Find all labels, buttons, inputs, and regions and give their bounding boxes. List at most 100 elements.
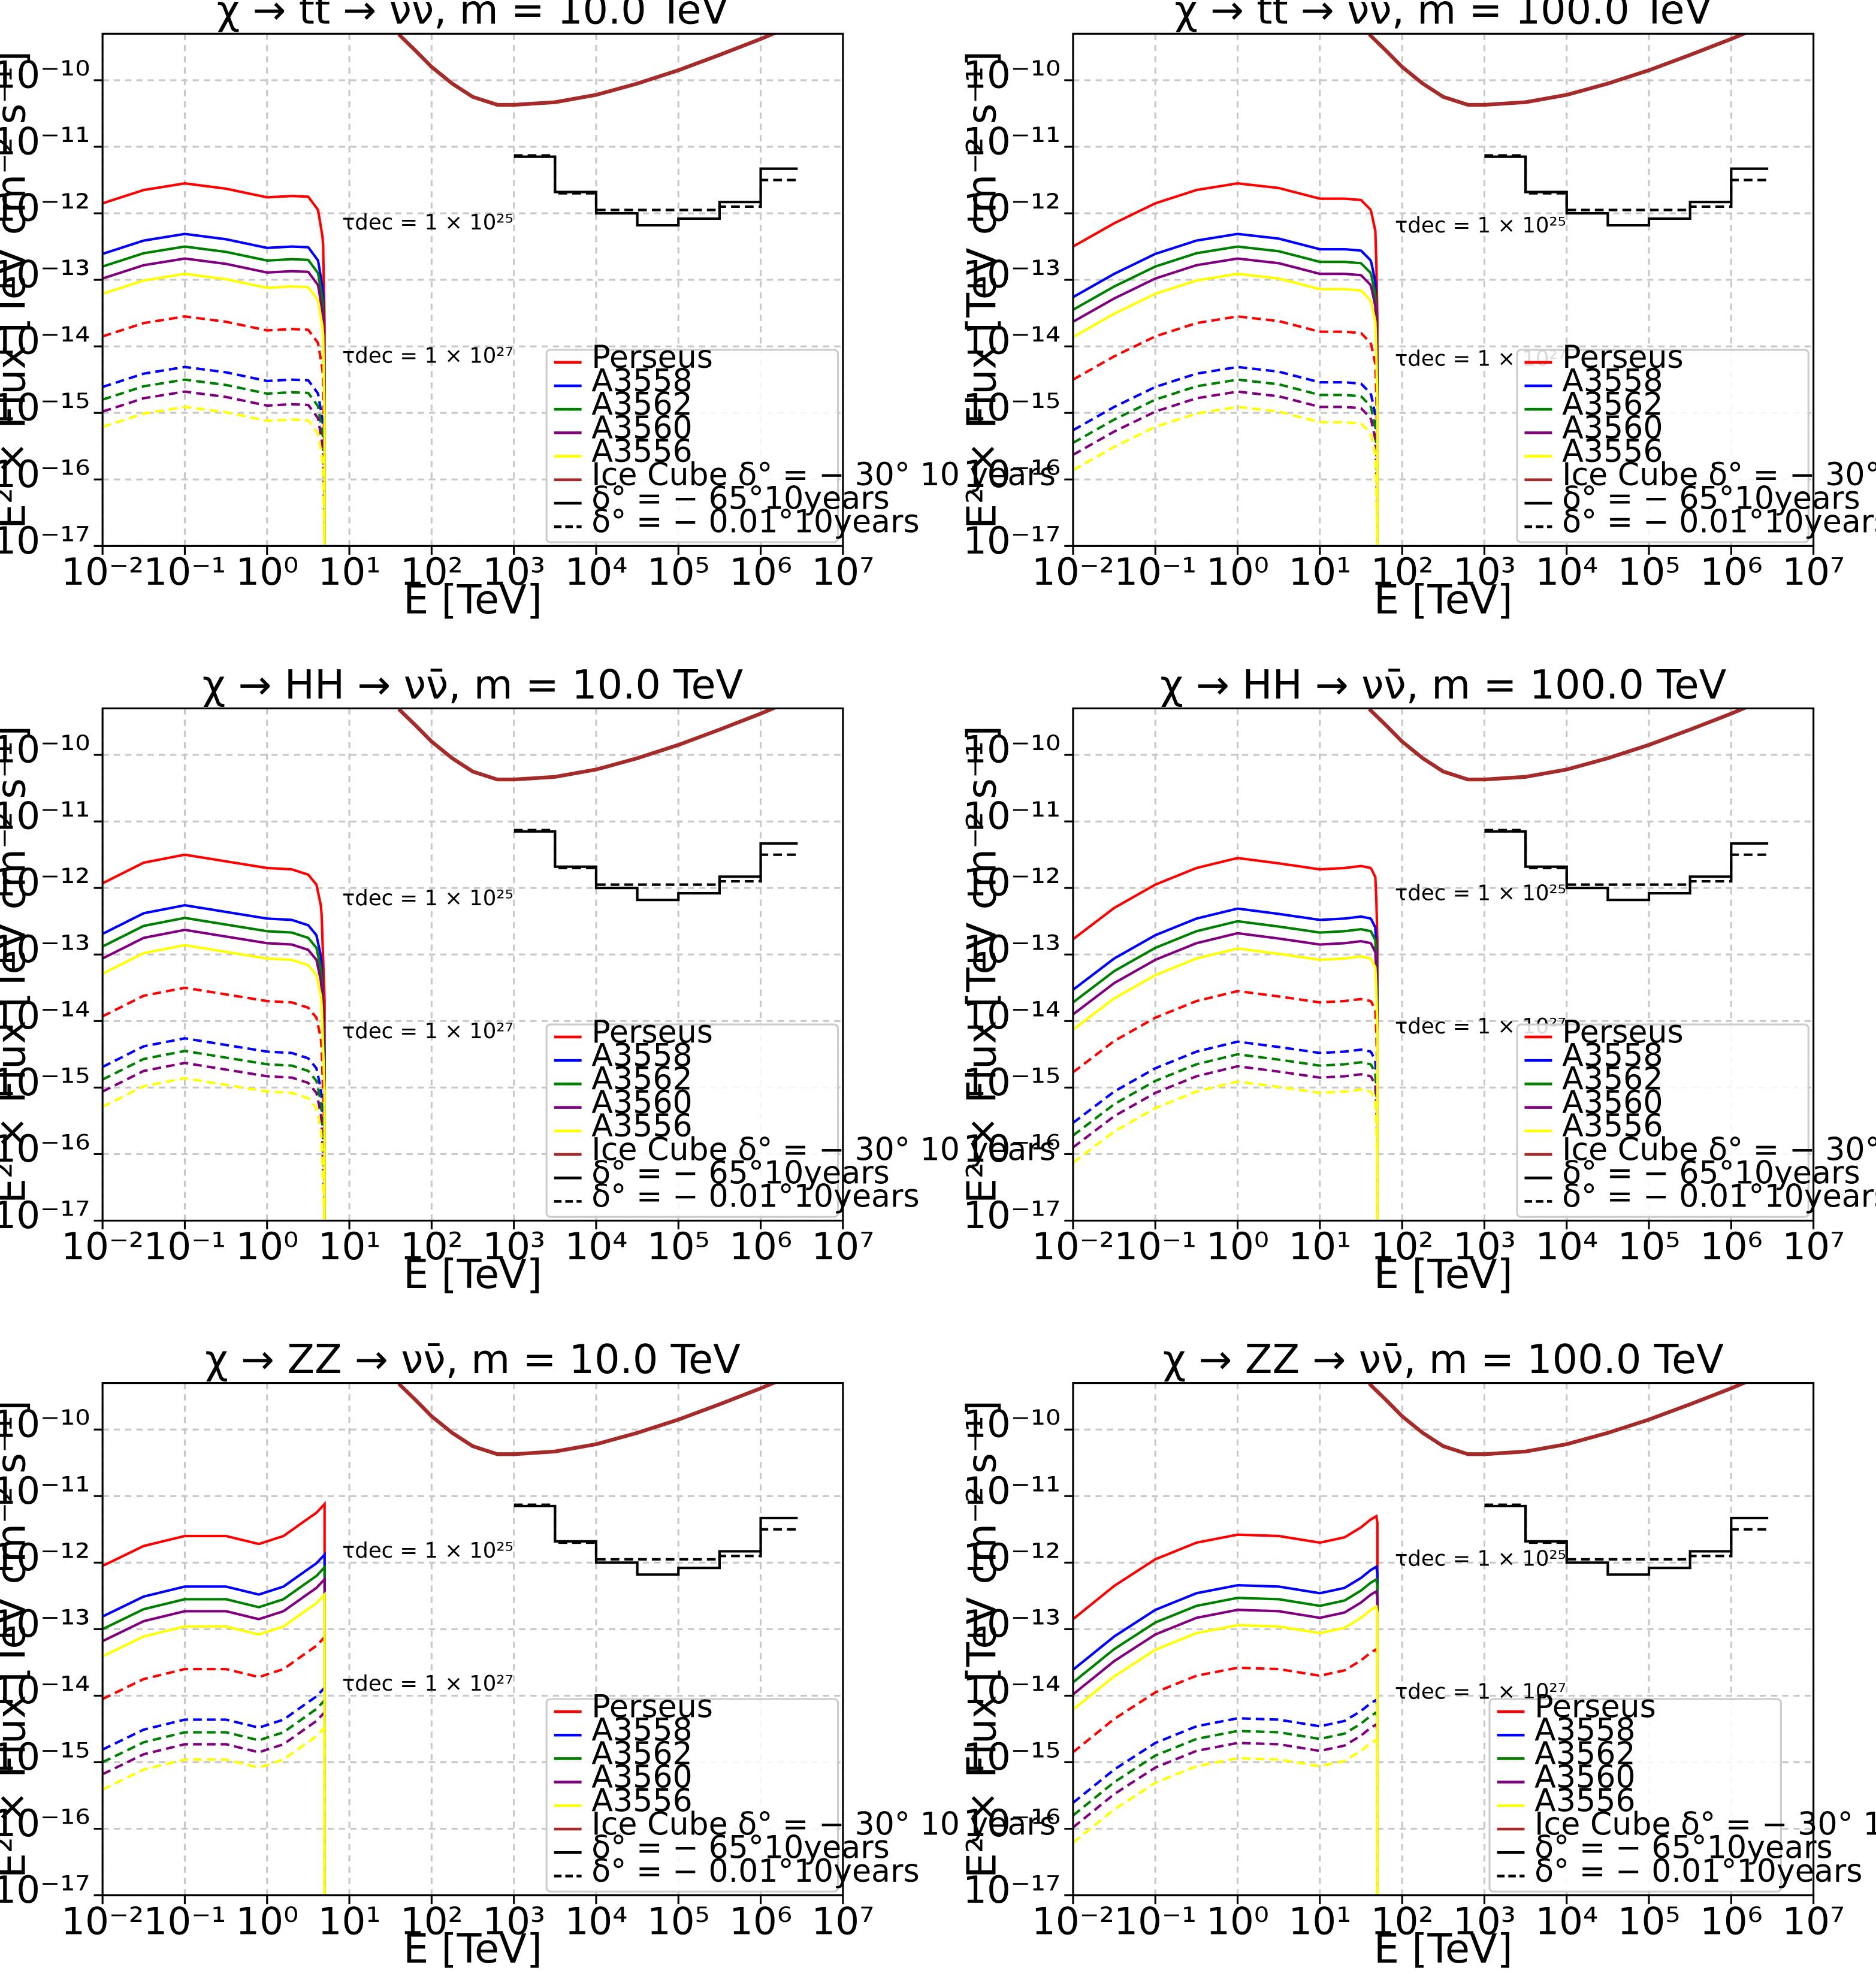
y-tick-label: 10⁻¹³ (0, 253, 90, 297)
series-a3562-tau25 (1073, 245, 1379, 546)
series-a3560-tau25 (102, 1576, 326, 1896)
x-tick-label: 10⁵ (647, 1899, 710, 1943)
tau-annotation-27: τdec = 1 × 10²⁷ (342, 343, 513, 368)
legend-box (1516, 1023, 1809, 1218)
legend-label: A3556 (591, 1108, 692, 1144)
legend-label: A3562 (1534, 1736, 1635, 1772)
y-tick-label: 10⁻¹¹ (0, 794, 90, 838)
legend-label: δ° = − 65°10years (591, 480, 890, 516)
y-tick-label: 10⁻¹² (0, 186, 90, 230)
legend-label: δ° = − 0.01°10years (591, 504, 919, 540)
x-axis-label: E [TeV] (1374, 1925, 1513, 1972)
step-dec-001 (513, 1503, 798, 1561)
legend-label: A3560 (1562, 410, 1663, 446)
x-tick-label: 10² (1371, 1899, 1434, 1943)
x-tick-label: 10² (400, 1899, 463, 1943)
legend-label: A3562 (1562, 387, 1663, 423)
series-a3562-tau25 (1073, 920, 1379, 1221)
legend-label: Ice Cube δ° = − 30° 10 years (1562, 457, 1876, 493)
x-tick-label: 10³ (482, 1899, 545, 1943)
series-a3556-tau27 (102, 1077, 326, 1221)
x-tick-label: 10⁷ (1782, 1899, 1845, 1943)
x-tick-label: 10⁰ (235, 1899, 298, 1943)
series-a3560-tau27 (102, 1062, 326, 1221)
legend-box (545, 1023, 839, 1218)
series-a3558-tau27 (1073, 1040, 1379, 1221)
chart-panel-1: 10⁻² 10⁻¹ 10⁰ 10¹ 10² 10³ 10⁴ 10⁵ 10⁶ 10⁷ 10⁻¹⁰ 10⁻… (0, 0, 1056, 623)
series-a3558-tau25 (1073, 907, 1379, 1221)
x-axis-label: E [TeV] (403, 576, 542, 623)
series-a3562-tau27 (1073, 1710, 1379, 1896)
x-axis-label: E [TeV] (403, 1251, 542, 1298)
x-tick-label: 10⁷ (811, 550, 874, 594)
series-perseus-tau25 (102, 853, 326, 1221)
series-perseus-tau27 (102, 1634, 326, 1896)
series-a3558-tau25 (102, 1551, 326, 1896)
legend-label: A3562 (591, 1062, 692, 1098)
legend-label: Ice Cube δ° = − 30° 10 years (1534, 1806, 1876, 1842)
y-tick-label: 10⁻¹⁷ (0, 1193, 90, 1237)
x-tick-label: 10⁵ (1618, 1899, 1681, 1943)
chart-panel-6: 10⁻² 10⁻¹ 10⁰ 10¹ 10² 10³ 10⁴ 10⁵ 10⁶ 10⁷ 10⁻¹⁰ 10⁻… (958, 1336, 1876, 1972)
series-a3562-tau27 (102, 378, 326, 546)
legend-label: A3558 (1562, 363, 1663, 399)
y-tick-label: 10⁻¹¹ (0, 1469, 90, 1513)
legend-label: A3556 (591, 1783, 692, 1819)
y-tick-label: 10⁻¹⁰ (0, 1402, 90, 1446)
x-tick-label: 10⁻² (61, 1225, 144, 1268)
series-perseus-tau25 (1073, 857, 1379, 1221)
icecube-curve (397, 1383, 778, 1456)
series-a3558-tau25 (102, 232, 326, 546)
series-perseus-tau27 (1073, 990, 1379, 1221)
y-tick-label: 10⁻¹² (0, 861, 90, 905)
tau-annotation-25: τdec = 1 × 10²⁵ (342, 210, 513, 235)
y-tick-label: 10⁻¹³ (0, 1602, 90, 1646)
x-tick-label: 10⁴ (1535, 1899, 1598, 1943)
plot-frame (101, 707, 844, 1222)
step-dec-001 (1484, 154, 1769, 211)
icecube-curve (1368, 708, 1749, 782)
y-tick-label: 10⁻¹³ (963, 1602, 1061, 1646)
series-a3560-tau27 (1073, 1065, 1379, 1221)
chart-panel-4: 10⁻² 10⁻¹ 10⁰ 10¹ 10² 10³ 10⁴ 10⁵ 10⁶ 10⁷ 10⁻¹⁰ 10⁻… (958, 661, 1876, 1298)
y-tick-label: 10⁻¹⁴ (0, 319, 90, 363)
icecube-curve (1368, 1383, 1749, 1456)
plot-area (1073, 34, 1769, 546)
y-tick-label: 10⁻¹⁷ (0, 1868, 90, 1912)
x-tick-label: 10⁻¹ (1114, 1899, 1197, 1943)
series-a3556-tau25 (1073, 947, 1379, 1221)
series-a3558-tau27 (102, 1037, 326, 1221)
legend-label: δ° = − 0.01°10years (1562, 1179, 1876, 1215)
series-perseus-tau27 (102, 315, 326, 546)
chart-title: χ → HH → νν̄, m = 10.0 TeV (203, 661, 744, 708)
series-a3560-tau25 (102, 257, 326, 546)
series-a3558-tau27 (1073, 365, 1379, 546)
x-tick-label: 10³ (482, 1225, 545, 1268)
x-tick-label: 10⁴ (565, 1225, 628, 1268)
x-axis-label: E [TeV] (403, 1925, 542, 1972)
series-a3560-tau27 (102, 390, 326, 546)
legend-label: δ° = − 65°10years (591, 1156, 890, 1192)
series-a3556-tau25 (102, 273, 326, 546)
plot-frame (1072, 1382, 1815, 1897)
y-tick-label: 10⁻¹⁷ (0, 519, 90, 563)
chart-panel-5: 10⁻² 10⁻¹ 10⁰ 10¹ 10² 10³ 10⁴ 10⁵ 10⁶ 10⁷ 10⁻¹⁰ 10⁻… (0, 1336, 1056, 1972)
step-dec-65 (1484, 1504, 1769, 1576)
x-axis-label: E [TeV] (1374, 576, 1513, 623)
x-tick-label: 10⁰ (1206, 1225, 1269, 1268)
series-perseus-tau27 (1073, 315, 1379, 546)
series-perseus-tau25 (102, 1501, 326, 1896)
y-tick-label: 10⁻¹⁵ (963, 1735, 1061, 1779)
series-a3558-tau27 (102, 1684, 326, 1896)
x-tick-label: 10⁻² (61, 550, 144, 594)
series-a3558-tau27 (102, 365, 326, 546)
series-a3556-tau25 (102, 944, 326, 1221)
x-tick-label: 10⁻² (1032, 1899, 1114, 1943)
series-a3562-tau25 (102, 917, 326, 1221)
x-tick-label: 10⁶ (729, 1225, 792, 1268)
x-tick-label: 10⁵ (647, 550, 710, 594)
x-tick-label: 10⁰ (235, 550, 298, 594)
x-tick-label: 10³ (1453, 1899, 1516, 1943)
